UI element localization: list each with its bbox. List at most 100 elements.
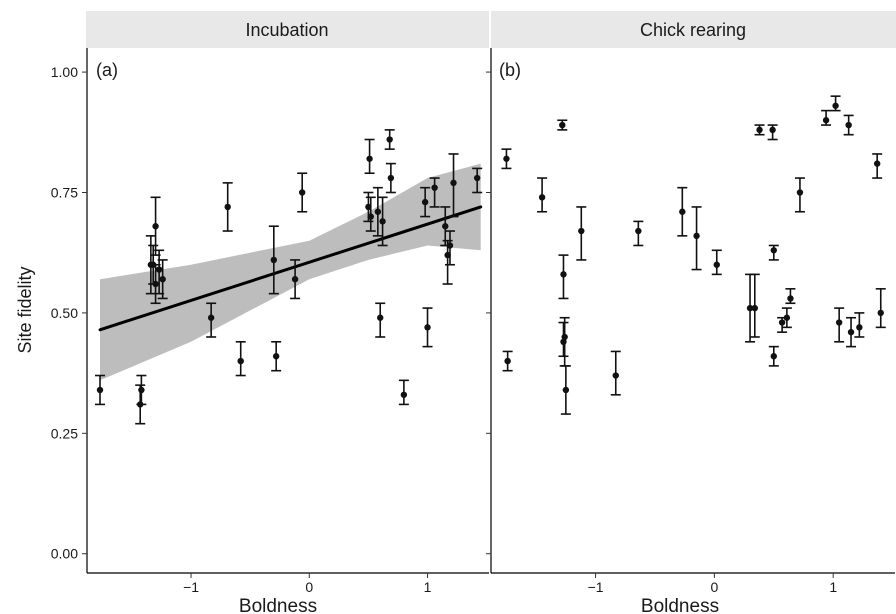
point-marker: [561, 333, 568, 341]
data-point-24: [385, 162, 396, 194]
point-marker: [446, 242, 454, 249]
point-marker: [796, 189, 804, 196]
data-point-8: [560, 365, 571, 415]
point-marker: [424, 324, 431, 331]
data-point-20: [372, 186, 383, 237]
data-point-1: [501, 148, 512, 170]
point-marker: [379, 218, 386, 225]
point-marker: [746, 304, 754, 312]
y-axis-title: Site fidelity: [15, 266, 35, 353]
data-point-19: [365, 196, 376, 232]
data-point-29: [846, 316, 857, 348]
point-marker: [155, 266, 163, 273]
data-point-32: [448, 153, 459, 218]
y-tick-label: 0.75: [51, 184, 78, 200]
data-point-22: [781, 307, 792, 329]
data-point-24: [794, 177, 805, 213]
data-point-3: [136, 374, 147, 406]
y-tick-label: 0.25: [51, 425, 78, 441]
x-tick-label: −1: [588, 579, 604, 595]
point-marker: [559, 121, 566, 129]
point-marker: [832, 102, 839, 109]
facet-strip-incubation: [86, 11, 489, 48]
data-point-20: [768, 345, 779, 367]
point-marker: [366, 155, 373, 162]
point-marker: [377, 314, 384, 321]
data-point-17: [754, 124, 765, 136]
data-point-19: [768, 244, 779, 261]
point-marker: [473, 174, 481, 182]
data-point-27: [834, 307, 845, 343]
regression-line: [98, 205, 483, 332]
point-marker: [386, 136, 393, 143]
data-point-18: [364, 138, 375, 175]
data-point-14: [711, 249, 722, 276]
point-marker: [635, 227, 642, 235]
panel-chick-rearing: −1 0 1: [486, 48, 895, 595]
point-marker: [835, 319, 843, 326]
point-marker: [291, 275, 299, 283]
point-marker: [237, 357, 244, 365]
facet-strip-label-incubation: Incubation: [245, 20, 328, 40]
point-marker: [560, 271, 567, 278]
data-point-25: [398, 379, 409, 406]
point-marker: [96, 386, 104, 394]
data-point-8: [154, 249, 165, 295]
data-point-18: [767, 124, 778, 141]
point-marker: [152, 280, 159, 288]
point-marker: [787, 295, 794, 302]
facet-strip-label-chick-rearing: Chick rearing: [640, 20, 746, 40]
panel-tag-b: (b): [499, 60, 521, 80]
point-marker: [847, 328, 855, 336]
point-marker: [431, 184, 438, 191]
x-tick-label: 1: [829, 579, 837, 595]
point-marker: [679, 208, 686, 215]
data-point-28: [429, 177, 440, 208]
data-point-5: [558, 254, 569, 300]
point-marker: [421, 198, 429, 206]
point-marker: [450, 179, 457, 187]
data-point-10: [206, 302, 217, 338]
data-point-2: [502, 350, 513, 372]
point-marker: [756, 126, 763, 134]
data-point-31: [444, 230, 455, 266]
data-point-32: [875, 288, 886, 329]
point-marker: [207, 314, 215, 321]
data-point-30: [854, 312, 865, 338]
point-marker: [713, 261, 720, 268]
point-marker: [270, 256, 278, 264]
confidence-band: [100, 163, 481, 381]
data-point-12: [235, 341, 246, 377]
data-point-15: [290, 259, 301, 300]
facet-strip-chick-rearing: [491, 11, 896, 48]
panel-tag-a: (a): [96, 60, 118, 80]
point-marker: [778, 319, 786, 326]
point-marker: [159, 275, 166, 283]
x-tick-label: 1: [424, 579, 432, 595]
data-point-21: [777, 316, 788, 333]
point-marker: [770, 247, 777, 254]
x-tick-label: −1: [183, 579, 199, 595]
data-point-3: [537, 177, 548, 213]
point-marker: [367, 213, 374, 220]
point-marker: [769, 126, 776, 134]
point-marker: [873, 160, 881, 167]
x-axis-title-incubation: Boldness: [239, 596, 317, 614]
point-marker: [845, 121, 852, 129]
point-marker: [538, 194, 546, 201]
data-point-33: [472, 167, 483, 194]
point-marker: [562, 386, 570, 394]
data-point-31: [872, 153, 883, 179]
data-point-26: [420, 186, 431, 218]
point-marker: [272, 353, 280, 360]
data-point-26: [830, 95, 841, 112]
data-point-21: [375, 302, 386, 338]
data-point-12: [677, 186, 688, 237]
data-point-11: [222, 182, 233, 232]
data-point-10: [610, 350, 621, 396]
data-point-16: [749, 273, 760, 338]
data-point-13: [691, 206, 702, 271]
panel-incubation: −1 0 1 0.00 0.25 0.50 0.75 1.00: [51, 48, 489, 595]
data-point-22: [377, 196, 388, 247]
y-tick-label: 0.00: [51, 546, 78, 562]
